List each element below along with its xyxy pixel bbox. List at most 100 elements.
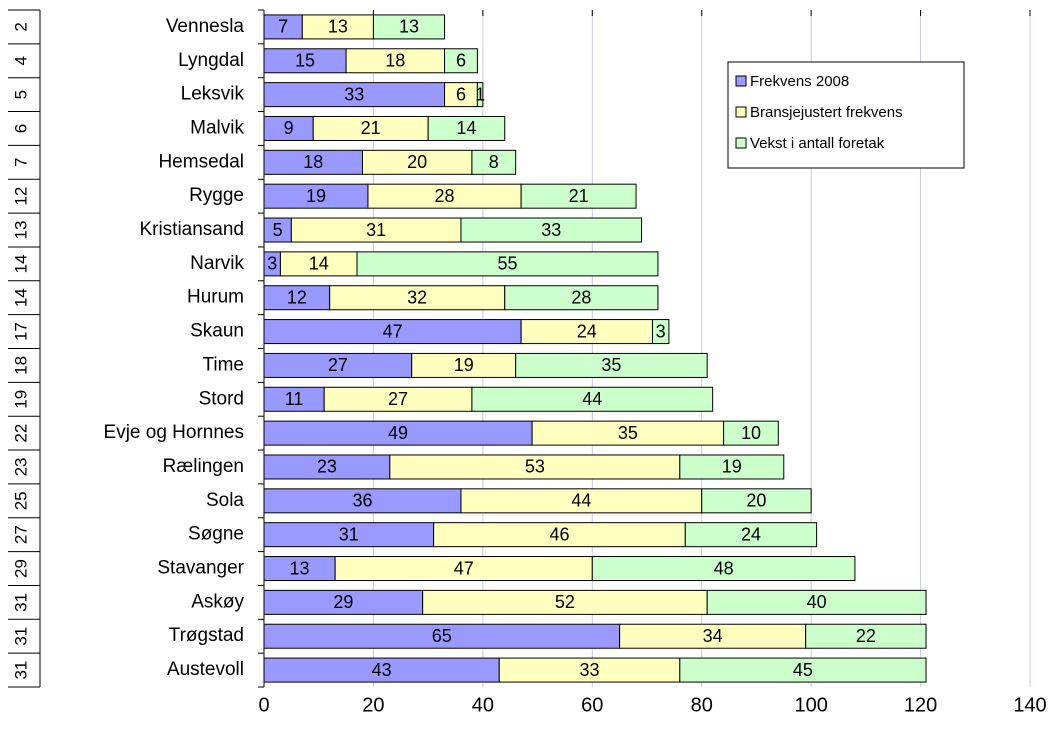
- legend-entry: Vekst i antall foretak: [750, 135, 885, 152]
- bar-segment: [520, 183, 637, 209]
- category-label: Trøgstad: [169, 625, 244, 646]
- data-label: 19: [722, 457, 742, 477]
- data-label: 43: [372, 660, 392, 680]
- data-label: 23: [317, 457, 337, 477]
- bar-segment: [427, 115, 506, 141]
- data-label: 53: [525, 457, 545, 477]
- data-label: 33: [541, 220, 561, 240]
- x-tick-labels: 0 20 40 60 80 100 120 140: [258, 694, 1046, 716]
- bar-segment: [312, 115, 429, 141]
- data-label: 31: [366, 220, 386, 240]
- legend-swatch: [735, 106, 747, 118]
- bar-segment: [263, 48, 347, 74]
- data-label: 27: [328, 355, 348, 375]
- data-label: 13: [328, 17, 348, 37]
- x-tick-label: 20: [362, 694, 384, 716]
- category-label: Hurum: [187, 287, 244, 308]
- x-tick-label: 120: [904, 694, 937, 716]
- bar-segment: [263, 488, 462, 514]
- data-label: 44: [582, 389, 602, 409]
- legend-box: [727, 61, 965, 169]
- data-label: 11: [285, 389, 304, 409]
- data-label: 31: [339, 524, 359, 544]
- data-label: 18: [303, 152, 323, 172]
- rank-label: 18: [11, 356, 30, 375]
- data-label: 13: [290, 558, 310, 578]
- rank-label: 27: [11, 525, 30, 544]
- legend-swatch: [735, 137, 747, 149]
- rank-label: 5: [11, 90, 30, 99]
- bar-segment: [411, 352, 517, 378]
- data-label: 40: [807, 592, 827, 612]
- bar-segment: [263, 589, 424, 615]
- x-tick-label: 40: [472, 694, 494, 716]
- bar-segment: [263, 657, 500, 683]
- rank-label: 29: [11, 559, 30, 578]
- bar-segment: [619, 623, 807, 649]
- data-label: 24: [741, 524, 761, 544]
- data-label: 55: [497, 254, 517, 274]
- category-label: Hemsedal: [158, 151, 244, 172]
- category-label: Rælingen: [163, 456, 244, 477]
- category-label: Søgne: [188, 524, 244, 545]
- x-tick-label: 80: [691, 694, 713, 716]
- bar-segment: [444, 48, 478, 74]
- data-label: 48: [714, 558, 734, 578]
- bar-segment: [323, 386, 473, 412]
- rank-label: 23: [11, 458, 30, 477]
- data-label: 14: [456, 118, 476, 138]
- bar-segment: [471, 386, 714, 412]
- data-label: 7: [278, 17, 288, 37]
- rank-label: 7: [11, 158, 30, 167]
- bar-segment: [301, 14, 374, 40]
- x-tick-label: 0: [258, 694, 269, 716]
- rank-label: 14: [11, 288, 30, 307]
- axes: [8, 9, 1031, 688]
- data-label: 12: [287, 287, 307, 307]
- bar-segment: [433, 522, 686, 548]
- rank-label: 22: [11, 424, 30, 443]
- data-label: 45: [793, 660, 813, 680]
- data-label: 21: [569, 186, 589, 206]
- category-label: Leksvik: [181, 84, 245, 105]
- bar-segment: [504, 285, 659, 311]
- rank-label: 19: [11, 390, 30, 409]
- bar-segment: [651, 319, 670, 345]
- bar-segment: [263, 420, 533, 446]
- bar-segment: [263, 319, 522, 345]
- bar-segment: [706, 589, 927, 615]
- data-label: 14: [309, 254, 329, 274]
- bar-segment: [263, 522, 435, 548]
- legend-swatch: [735, 75, 747, 87]
- rank-label: 13: [11, 221, 30, 240]
- bar-segment: [334, 556, 593, 582]
- data-label: 5: [273, 220, 283, 240]
- category-label: Stord: [199, 388, 244, 409]
- data-label: 3: [656, 321, 666, 341]
- data-label: 20: [407, 152, 427, 172]
- data-label: 35: [601, 355, 621, 375]
- data-label: 52: [555, 592, 575, 612]
- bar-segment: [345, 48, 446, 74]
- data-label: 19: [454, 355, 474, 375]
- legend-entry: Frekvens 2008: [750, 73, 849, 90]
- data-label: 44: [571, 491, 591, 511]
- bar-segment: [444, 82, 478, 108]
- category-label: Skaun: [190, 321, 244, 342]
- data-label: 6: [456, 84, 466, 104]
- bar-segment: [531, 420, 725, 446]
- bar-segment: [329, 285, 506, 311]
- category-label: Rygge: [189, 185, 244, 206]
- bar-segment: [515, 352, 708, 378]
- bar-segment: [701, 488, 812, 514]
- category-label: Kristiansand: [139, 219, 244, 240]
- category-label: Narvik: [190, 253, 244, 274]
- category-label: Time: [202, 354, 244, 375]
- data-label: 20: [746, 491, 766, 511]
- data-label: 33: [580, 660, 600, 680]
- data-label: 28: [435, 186, 455, 206]
- rank-label: 6: [11, 124, 30, 133]
- data-label: 6: [456, 51, 466, 71]
- bar-segment: [805, 623, 927, 649]
